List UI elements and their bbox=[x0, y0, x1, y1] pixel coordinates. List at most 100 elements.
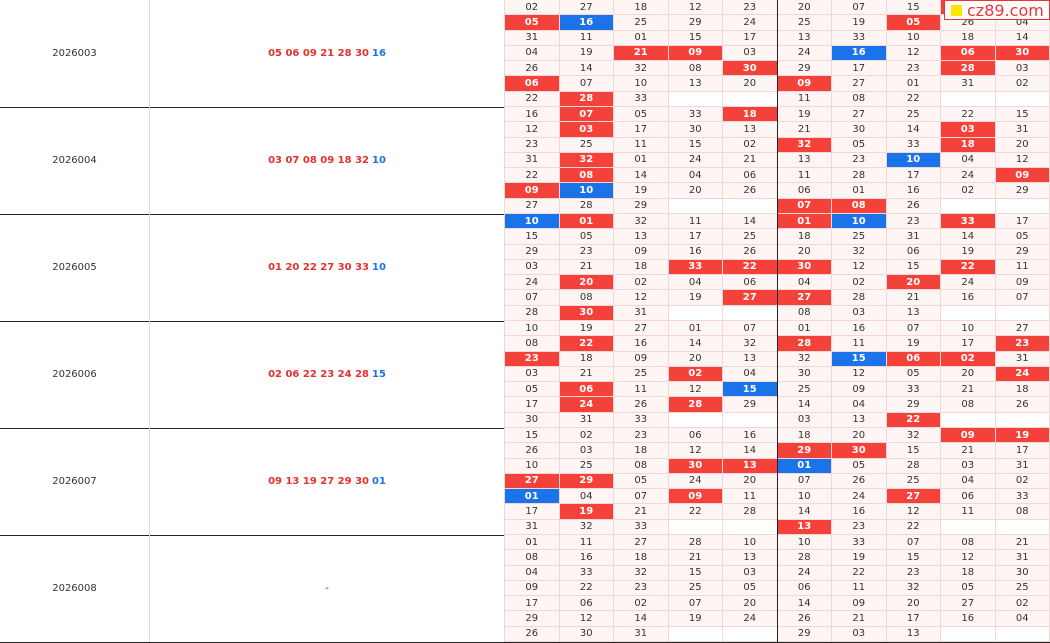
cell: 04 bbox=[505, 45, 560, 62]
cell: 23 bbox=[723, 0, 778, 16]
cell: 23 bbox=[886, 214, 941, 230]
empty-cell bbox=[723, 626, 778, 642]
hit-cell: 18 bbox=[723, 107, 778, 123]
cell: 17 bbox=[832, 61, 887, 77]
cell: 27 bbox=[832, 76, 887, 92]
hit-cell: 24 bbox=[995, 366, 1050, 383]
cell: 26 bbox=[886, 198, 941, 214]
cell: 26 bbox=[723, 183, 778, 199]
cell: 25 bbox=[668, 580, 723, 597]
cell: 26 bbox=[505, 61, 560, 77]
cell: 31 bbox=[995, 550, 1050, 566]
cell: 30 bbox=[668, 122, 723, 138]
cell: 32 bbox=[723, 336, 778, 352]
cell: 31 bbox=[995, 351, 1050, 367]
cell: 25 bbox=[777, 15, 832, 31]
hit-cell: 16 bbox=[832, 45, 887, 62]
cell: 18 bbox=[614, 550, 669, 566]
cell: 33 bbox=[668, 107, 723, 123]
hit-cell: 06 bbox=[505, 76, 560, 92]
hit-cell: 09 bbox=[505, 183, 560, 199]
numbers: - bbox=[150, 535, 505, 642]
cell: 13 bbox=[777, 152, 832, 169]
watermark: cz89.com bbox=[944, 0, 1050, 20]
cell: 05 bbox=[995, 229, 1050, 245]
hit-cell: 06 bbox=[886, 351, 941, 367]
cell: 02 bbox=[614, 596, 669, 612]
cell: 14 bbox=[941, 229, 996, 245]
cell: 16 bbox=[723, 428, 778, 444]
cell: 04 bbox=[832, 397, 887, 413]
cell: 24 bbox=[941, 275, 996, 291]
cell: 19 bbox=[832, 550, 887, 566]
cell: 32 bbox=[614, 214, 669, 230]
cell: 27 bbox=[614, 535, 669, 551]
cell: 26 bbox=[505, 626, 560, 642]
cell: 25 bbox=[995, 580, 1050, 597]
cell: 31 bbox=[505, 30, 560, 46]
cell: 31 bbox=[505, 152, 560, 169]
cell: 06 bbox=[886, 244, 941, 260]
cell: 14 bbox=[995, 30, 1050, 46]
cell: 28 bbox=[832, 290, 887, 306]
cell: 02 bbox=[995, 596, 1050, 612]
cell: 06 bbox=[723, 168, 778, 184]
cell: 23 bbox=[559, 244, 614, 260]
cell: 05 bbox=[832, 137, 887, 153]
hit-cell: 32 bbox=[777, 137, 832, 153]
cell: 16 bbox=[941, 290, 996, 306]
empty-cell bbox=[723, 91, 778, 107]
cell: 20 bbox=[832, 428, 887, 444]
cell: 18 bbox=[559, 351, 614, 367]
cell: 11 bbox=[832, 336, 887, 352]
cell: 16 bbox=[668, 244, 723, 260]
cell: 07 bbox=[668, 596, 723, 612]
cell: 25 bbox=[559, 458, 614, 474]
cell: 16 bbox=[505, 107, 560, 123]
hit-cell: 15 bbox=[832, 351, 887, 367]
cell: 16 bbox=[832, 504, 887, 520]
hit-cell: 10 bbox=[505, 214, 560, 230]
cell: 09 bbox=[832, 596, 887, 612]
cell: 29 bbox=[995, 244, 1050, 260]
hit-cell: 30 bbox=[559, 305, 614, 321]
cell: 10 bbox=[886, 30, 941, 46]
period: 2026003 bbox=[0, 0, 150, 107]
cell: 06 bbox=[668, 428, 723, 444]
cell: 03 bbox=[505, 366, 560, 383]
cell: 19 bbox=[559, 321, 614, 337]
hit-cell: 06 bbox=[941, 45, 996, 62]
cell: 14 bbox=[777, 596, 832, 612]
cell: 09 bbox=[614, 244, 669, 260]
period: 2026007 bbox=[0, 428, 150, 535]
cell: 13 bbox=[723, 122, 778, 138]
numbers: 03 07 08 09 18 32 10 bbox=[150, 107, 505, 214]
hit-cell: 08 bbox=[832, 198, 887, 214]
cell: 06 bbox=[777, 580, 832, 597]
cell: 05 bbox=[832, 458, 887, 474]
cell: 20 bbox=[723, 473, 778, 490]
hit-cell: 28 bbox=[668, 397, 723, 413]
cell: 14 bbox=[614, 168, 669, 184]
hit-cell: 29 bbox=[559, 473, 614, 490]
cell: 13 bbox=[614, 229, 669, 245]
cell: 28 bbox=[886, 458, 941, 474]
cell: 14 bbox=[886, 122, 941, 138]
cell: 20 bbox=[777, 244, 832, 260]
cell: 17 bbox=[505, 397, 560, 413]
empty-cell bbox=[995, 519, 1050, 535]
cell: 03 bbox=[832, 626, 887, 642]
cell: 26 bbox=[723, 244, 778, 260]
divider bbox=[776, 0, 778, 643]
cell: 05 bbox=[559, 229, 614, 245]
cell: 09 bbox=[614, 351, 669, 367]
cell: 26 bbox=[614, 397, 669, 413]
cell: 07 bbox=[886, 321, 941, 337]
cell: 22 bbox=[886, 519, 941, 535]
cell: 18 bbox=[614, 443, 669, 459]
cell: 32 bbox=[559, 519, 614, 535]
cell: 32 bbox=[777, 351, 832, 367]
cell: 27 bbox=[832, 107, 887, 123]
cell: 02 bbox=[723, 137, 778, 153]
cell: 31 bbox=[559, 412, 614, 428]
